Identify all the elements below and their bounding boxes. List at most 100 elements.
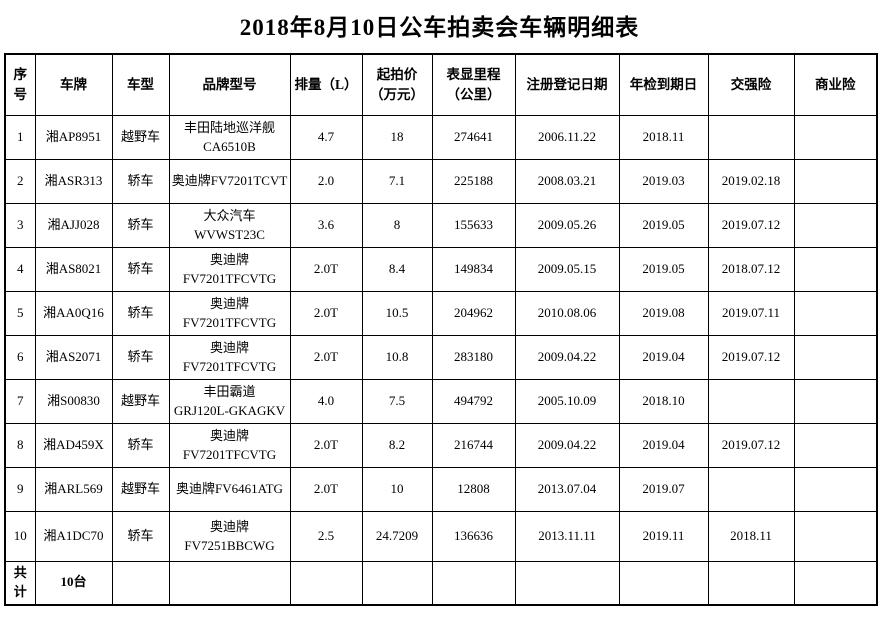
- column-header-2: 车型: [111, 53, 170, 117]
- table-cell: 24.7209: [361, 511, 433, 563]
- table-cell: 10: [4, 511, 36, 563]
- table-cell: 2009.04.22: [514, 335, 620, 381]
- column-header-1: 车牌: [34, 53, 113, 117]
- table-row-2: 2 湘ASR313 轿车 奥迪牌FV7201TCVT 2.0 7.1 225188 2008.…: [4, 159, 878, 205]
- table-cell: [111, 561, 170, 606]
- table-cell: 2018.10: [618, 379, 709, 425]
- table-cell: 奥迪牌 FV7201TFCVTG: [168, 247, 291, 293]
- table-cell: 274641: [431, 115, 516, 161]
- column-header-9: 交强险: [707, 53, 795, 117]
- table-cell: [168, 561, 291, 606]
- table-cell: 2019.05: [618, 247, 709, 293]
- table-cell: 丰田陆地巡洋舰 CA6510B: [168, 115, 291, 161]
- column-header-6: 表显里程 （公里）: [431, 53, 516, 117]
- table-cell: 越野车: [111, 115, 170, 161]
- table-cell: 2.0T: [289, 467, 363, 513]
- table-cell: 155633: [431, 203, 516, 249]
- table-cell: 湘ASR313: [34, 159, 113, 205]
- table-row-6: 6 湘AS2071 轿车 奥迪牌 FV7201TFCVTG 2.0T 10.8 283180…: [4, 335, 878, 381]
- table-cell: 225188: [431, 159, 516, 205]
- table-cell: 2006.11.22: [514, 115, 620, 161]
- table-cell: 8.4: [361, 247, 433, 293]
- table-cell: 湘AD459X: [34, 423, 113, 469]
- table-cell: 轿车: [111, 291, 170, 337]
- table-body: 1 湘AP8951 越野车 丰田陆地巡洋舰 CA6510B 4.7 18 274641 200…: [4, 115, 878, 606]
- table-cell: 2.0: [289, 159, 363, 205]
- table-cell: [707, 467, 795, 513]
- column-header-8: 年检到期日: [618, 53, 709, 117]
- table-cell: 136636: [431, 511, 516, 563]
- table-row-8: 8 湘AD459X 轿车 奥迪牌 FV7201TFCVTG 2.0T 8.2 216744 2…: [4, 423, 878, 469]
- table-cell: 2: [4, 159, 36, 205]
- table-cell: 湘AJJ028: [34, 203, 113, 249]
- table-cell: [793, 247, 878, 293]
- table-cell: 2.5: [289, 511, 363, 563]
- table-cell: [707, 115, 795, 161]
- table-cell: 283180: [431, 335, 516, 381]
- table-cell: [431, 561, 516, 606]
- table-cell: 轿车: [111, 335, 170, 381]
- table-cell: 2.0T: [289, 423, 363, 469]
- table-row-9: 9 湘ARL569 越野车 奥迪牌FV6461ATG 2.0T 10 12808 2013.0…: [4, 467, 878, 513]
- table-cell: 湘A1DC70: [34, 511, 113, 563]
- table-cell: [707, 379, 795, 425]
- vehicle-auction-table: 序号 车牌 车型 品牌型号 排量（L） 起拍价 （万元） 表显里程 （公里） 注册登记日期 年检…: [4, 52, 878, 606]
- table-cell: 5: [4, 291, 36, 337]
- table-cell: 越野车: [111, 467, 170, 513]
- table-cell: [793, 511, 878, 563]
- table-cell: 2019.04: [618, 335, 709, 381]
- table-cell: [361, 561, 433, 606]
- table-row-1: 1 湘AP8951 越野车 丰田陆地巡洋舰 CA6510B 4.7 18 274641 200…: [4, 115, 878, 161]
- table-cell: [793, 291, 878, 337]
- table-cell: [793, 203, 878, 249]
- table-cell: [289, 561, 363, 606]
- table-cell: 4: [4, 247, 36, 293]
- table-cell: 18: [361, 115, 433, 161]
- table-cell: 12808: [431, 467, 516, 513]
- table-cell: 2019.07.12: [707, 423, 795, 469]
- table-cell: [793, 335, 878, 381]
- table-cell: 494792: [431, 379, 516, 425]
- table-cell: 2019.03: [618, 159, 709, 205]
- table-cell: 2018.11: [707, 511, 795, 563]
- column-header-10: 商业险: [793, 53, 878, 117]
- table-cell: 6: [4, 335, 36, 381]
- table-cell: 4.0: [289, 379, 363, 425]
- table-cell: 轿车: [111, 511, 170, 563]
- table-cell: 丰田霸道 GRJ120L-GKAGKV: [168, 379, 291, 425]
- table-cell: 奥迪牌 FV7201TFCVTG: [168, 335, 291, 381]
- table-cell: 9: [4, 467, 36, 513]
- table-cell: 2018.11: [618, 115, 709, 161]
- table-cell: 2019.02.18: [707, 159, 795, 205]
- table-cell: 2010.08.06: [514, 291, 620, 337]
- table-cell: 奥迪牌FV7201TCVT: [168, 159, 291, 205]
- table-cell: [793, 115, 878, 161]
- table-cell: 2013.07.04: [514, 467, 620, 513]
- header-row: 序号 车牌 车型 品牌型号 排量（L） 起拍价 （万元） 表显里程 （公里） 注册登记日期 年检…: [4, 53, 878, 117]
- table-cell: 2005.10.09: [514, 379, 620, 425]
- table-cell: [793, 561, 878, 606]
- table-cell: 204962: [431, 291, 516, 337]
- column-header-4: 排量（L）: [289, 53, 363, 117]
- table-cell: [793, 159, 878, 205]
- table-cell: 3: [4, 203, 36, 249]
- table-cell: 2019.07.11: [707, 291, 795, 337]
- table-cell: 湘ARL569: [34, 467, 113, 513]
- table-cell: 2019.08: [618, 291, 709, 337]
- table-cell: 10.5: [361, 291, 433, 337]
- table-cell: 7.1: [361, 159, 433, 205]
- table-header: 序号 车牌 车型 品牌型号 排量（L） 起拍价 （万元） 表显里程 （公里） 注册登记日期 年检…: [4, 53, 878, 117]
- table-cell: 7.5: [361, 379, 433, 425]
- table-cell: 2019.07.12: [707, 335, 795, 381]
- table-cell: 2009.05.26: [514, 203, 620, 249]
- table-cell: 2013.11.11: [514, 511, 620, 563]
- table-cell: 2019.05: [618, 203, 709, 249]
- table-cell: 2009.04.22: [514, 423, 620, 469]
- table-cell: 149834: [431, 247, 516, 293]
- table-cell: 轿车: [111, 203, 170, 249]
- table-cell: 2.0T: [289, 335, 363, 381]
- table-cell: [618, 561, 709, 606]
- table-cell: [793, 467, 878, 513]
- table-cell: 奥迪牌 FV7251BBCWG: [168, 511, 291, 563]
- table-cell: [707, 561, 795, 606]
